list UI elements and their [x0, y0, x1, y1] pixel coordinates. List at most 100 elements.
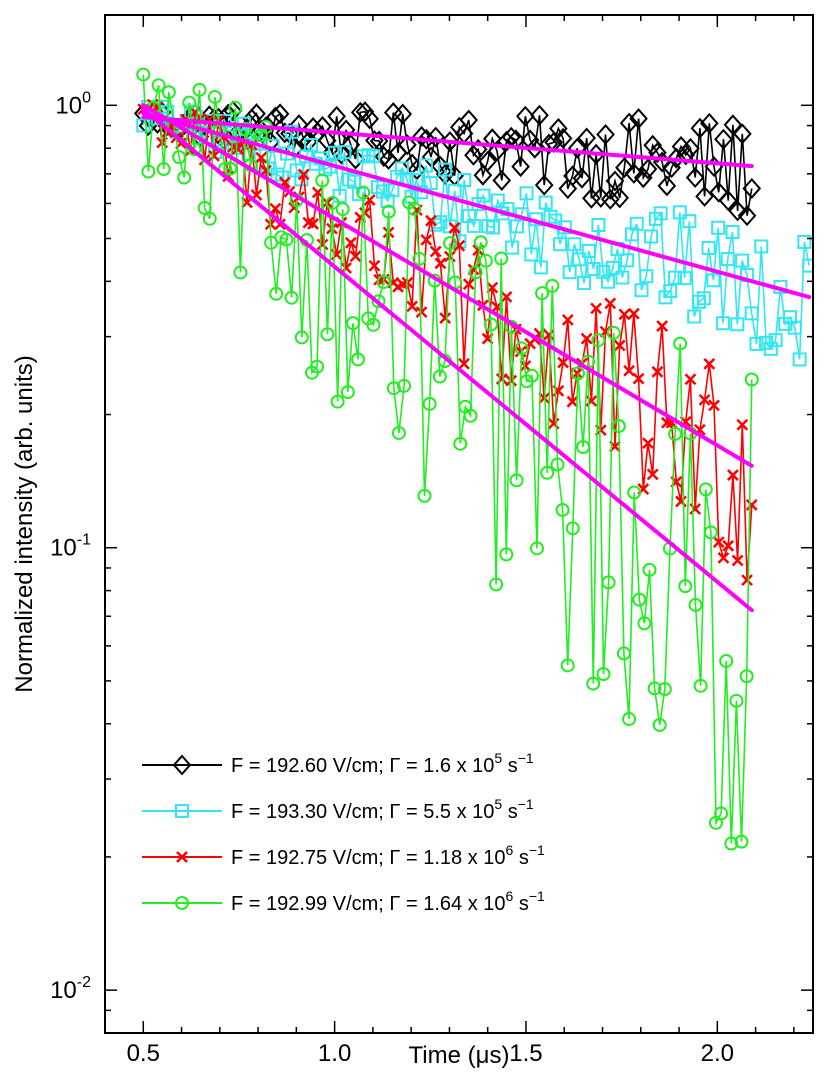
data-point [651, 365, 664, 378]
data-point [434, 257, 447, 270]
data-point [763, 341, 778, 356]
data-point [447, 183, 462, 198]
data-point [182, 95, 197, 110]
data-point [481, 219, 496, 234]
data-point [768, 333, 783, 348]
data-point [632, 592, 647, 607]
data-point [366, 317, 381, 332]
data-point [591, 218, 606, 233]
data-point [662, 157, 681, 179]
data-point [270, 103, 290, 125]
data-point [207, 89, 222, 104]
data-point [423, 176, 438, 191]
x-axis-label: Time (μs) [409, 1042, 510, 1069]
data-point [735, 253, 750, 268]
data-point [345, 316, 360, 331]
data-point [303, 138, 318, 153]
data-point [577, 127, 597, 149]
data-point [530, 104, 549, 126]
data-point [567, 137, 587, 159]
data-point [415, 306, 428, 319]
data-point [677, 271, 692, 286]
data-point [462, 209, 477, 224]
data-point [538, 392, 551, 404]
data-point [476, 188, 491, 203]
data-point [136, 67, 151, 82]
data-point [668, 270, 683, 285]
data-point [187, 142, 202, 157]
data-point [350, 101, 370, 123]
data-point [407, 159, 427, 181]
x-tick-label: 1.5 [509, 1040, 542, 1067]
data-point [741, 574, 753, 587]
data-point [519, 186, 534, 201]
data-point [231, 142, 244, 155]
data-point [340, 385, 355, 400]
data-point [682, 214, 697, 229]
data-point [279, 232, 294, 247]
data-point [600, 274, 615, 289]
data-point [562, 265, 577, 280]
data-point [642, 562, 657, 577]
data-point [605, 260, 620, 275]
data-point [565, 521, 580, 536]
data-point [297, 168, 310, 181]
data-point [731, 554, 744, 567]
data-point [550, 457, 565, 472]
data-point [500, 290, 513, 303]
fit-line-4 [141, 107, 754, 613]
fit-layer [141, 103, 812, 613]
series-line [142, 74, 753, 844]
data-point [632, 372, 645, 385]
legend-label: F = 192.99 V/cm; Γ = 1.64 x 106 s−1 [231, 888, 545, 915]
data-point [524, 368, 539, 383]
data-point [349, 250, 362, 263]
data-point [458, 357, 470, 370]
series-4 [136, 67, 759, 851]
data-point [698, 393, 711, 406]
data-point [622, 712, 637, 727]
data-point [555, 502, 570, 517]
data-point [657, 682, 672, 697]
data-point [497, 130, 516, 152]
legend-entry-1: F = 192.60 V/cm; Γ = 1.6 x 105 s−1 [142, 750, 534, 777]
data-point [495, 373, 508, 385]
data-point [591, 333, 606, 348]
data-point [678, 579, 693, 594]
data-point [681, 137, 700, 159]
legend-marker [175, 896, 189, 910]
data-point [727, 469, 739, 481]
data-point [284, 124, 299, 139]
legend-label: F = 192.75 V/cm; Γ = 1.18 x 106 s−1 [231, 842, 545, 869]
data-point [725, 225, 740, 240]
data-point [327, 105, 347, 127]
data-point [197, 200, 212, 215]
data-point [676, 144, 696, 166]
legend-entry-4: F = 192.99 V/cm; Γ = 1.64 x 106 s−1 [142, 888, 545, 915]
data-point [684, 373, 697, 386]
data-point [385, 183, 400, 198]
data-point [509, 473, 524, 488]
data-point [566, 395, 579, 408]
legend-entry-2: F = 193.30 V/cm; Γ = 5.5 x 105 s−1 [142, 796, 534, 823]
data-point [371, 294, 386, 309]
data-point [356, 185, 371, 200]
data-point [223, 100, 243, 122]
data-point [394, 161, 409, 176]
data-point [269, 286, 284, 301]
data-point [616, 646, 631, 661]
data-point [627, 485, 642, 500]
data-point [368, 259, 381, 272]
data-point [355, 101, 375, 123]
data-point [656, 320, 669, 332]
data-point [596, 667, 611, 682]
data-point [440, 131, 460, 153]
data-point [412, 125, 431, 147]
data-point [315, 173, 330, 188]
data-point [397, 378, 412, 393]
data-point [668, 426, 683, 441]
data-point [161, 85, 176, 100]
data-point [351, 352, 366, 367]
data-point [797, 234, 812, 249]
y-tick-label: 10-1 [50, 532, 91, 562]
